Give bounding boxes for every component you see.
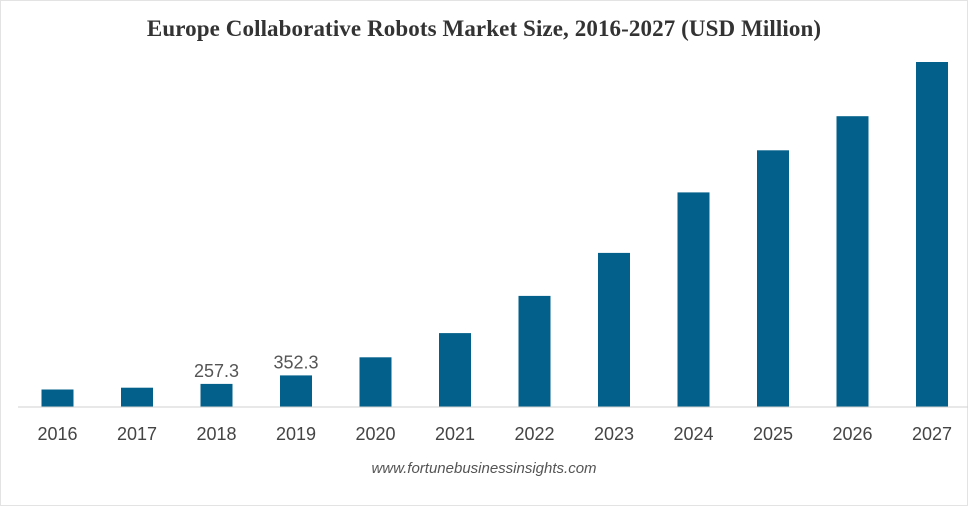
x-tick-label-2018: 2018 bbox=[196, 424, 236, 444]
labels-layer: 257.3 352.3 bbox=[194, 352, 319, 381]
bar-2024 bbox=[677, 192, 710, 407]
chart-title: Europe Collaborative Robots Market Size,… bbox=[146, 16, 822, 41]
x-tick-label-2025: 2025 bbox=[753, 424, 793, 444]
bar-2022 bbox=[518, 295, 551, 407]
x-tick-label-2021: 2021 bbox=[435, 424, 475, 444]
bar-2021 bbox=[439, 333, 471, 407]
x-tick-label-2020: 2020 bbox=[355, 424, 395, 444]
bar-2018 bbox=[200, 383, 233, 407]
x-tick-label-2022: 2022 bbox=[514, 424, 554, 444]
bar-2017 bbox=[121, 387, 153, 407]
source-watermark: www.fortunebusinessinsights.com bbox=[371, 460, 597, 477]
bar-2016 bbox=[41, 389, 74, 407]
x-tick-label-2019: 2019 bbox=[276, 424, 316, 444]
x-tick-label-2017: 2017 bbox=[117, 424, 157, 444]
bar-2020 bbox=[359, 357, 392, 407]
x-tick-label-2023: 2023 bbox=[594, 424, 634, 444]
bar-2026 bbox=[836, 116, 869, 407]
data-label-2018: 257.3 bbox=[194, 361, 239, 381]
bars-layer bbox=[41, 62, 948, 408]
bar-2023 bbox=[598, 252, 630, 407]
bar-2027 bbox=[916, 62, 948, 407]
x-tick-label-2016: 2016 bbox=[37, 424, 77, 444]
bar-2019 bbox=[280, 375, 312, 407]
x-tick-labels: 2016 2017 2018 2019 2020 2021 2022 2023 2024 2025… bbox=[37, 424, 952, 444]
x-tick-label-2024: 2024 bbox=[673, 424, 713, 444]
x-tick-label-2027: 2027 bbox=[912, 424, 952, 444]
bar-2025 bbox=[757, 150, 789, 408]
data-label-2019: 352.3 bbox=[273, 352, 318, 372]
x-tick-label-2026: 2026 bbox=[832, 424, 872, 444]
